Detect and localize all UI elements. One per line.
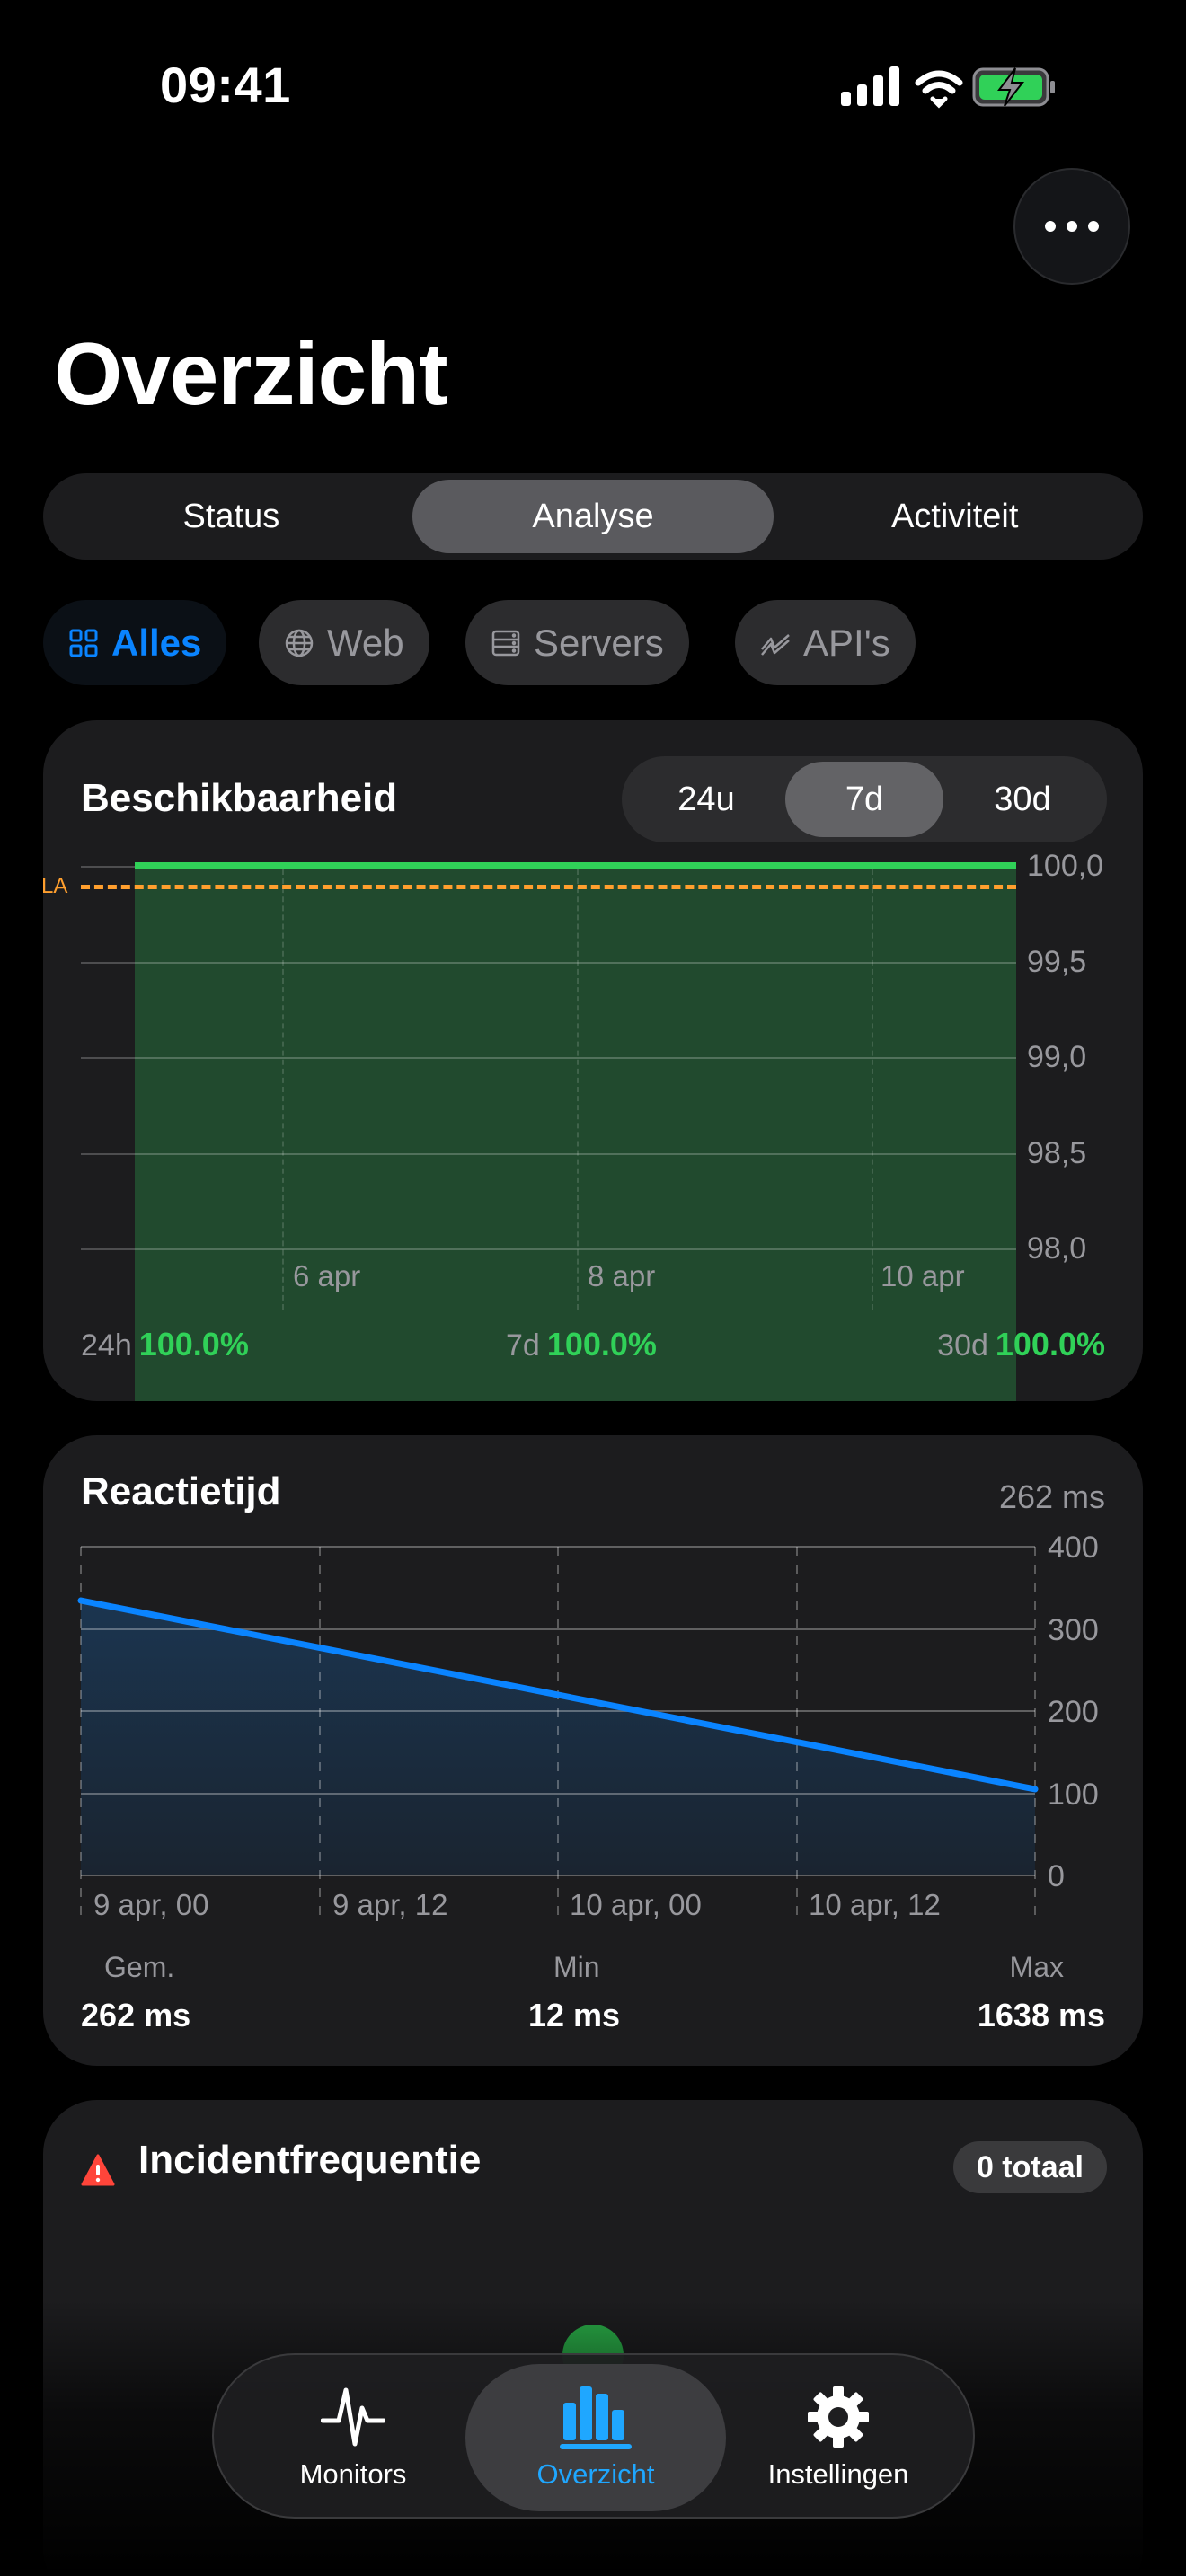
tab-label: Monitors (299, 2458, 407, 2490)
response-title: Reactietijd (81, 1469, 281, 1513)
battery-charging-icon (972, 67, 1055, 107)
more-options-button[interactable] (1013, 168, 1130, 285)
gridline (872, 869, 873, 1310)
filter-chip-label: Servers (534, 621, 664, 664)
summary-label: 24h (81, 1328, 132, 1363)
status-time: 09:41 (160, 57, 291, 113)
summary-30d: 30d 100.0% (937, 1326, 1105, 1363)
tab-monitors[interactable]: Monitors (232, 2364, 474, 2511)
segment-analyse[interactable]: Analyse (412, 480, 774, 553)
y-tick: 100 (1048, 1778, 1099, 1812)
api-wave-icon (761, 633, 790, 656)
grid-icon (69, 629, 98, 657)
y-tick: 0 (1048, 1859, 1065, 1893)
tab-label: Instellingen (767, 2458, 909, 2490)
filter-chip-label: Alles (111, 621, 202, 664)
tab-instellingen[interactable]: Instellingen (717, 2364, 960, 2511)
y-tick: 300 (1048, 1613, 1099, 1647)
availability-title: Beschikbaarheid (81, 776, 398, 820)
stat-value: 12 ms (528, 1997, 621, 2033)
range-24u[interactable]: 24u (677, 780, 735, 818)
view-segmented-control: Status Analyse Activiteit (43, 473, 1143, 560)
summary-label: 30d (937, 1328, 988, 1363)
x-tick: 6 apr (293, 1259, 361, 1292)
y-tick: 99,0 (1027, 1040, 1087, 1074)
gridline (81, 1153, 1016, 1155)
stat-label: Gem. (104, 1951, 175, 1983)
filter-chip-label: API's (803, 621, 890, 664)
warning-triangle-icon (81, 2154, 115, 2186)
filter-chip-servers[interactable]: Servers (465, 600, 689, 685)
y-tick: 98,0 (1027, 1231, 1087, 1266)
range-segmented-control: 24u 7d 30d (622, 756, 1107, 842)
range-30d[interactable]: 30d (994, 780, 1051, 818)
x-tick: 10 apr (881, 1259, 965, 1292)
tab-bar: Monitors Overzicht (212, 2353, 975, 2519)
availability-card: Beschikbaarheid 24u 7d 30d LA 100,0 99,5… (43, 720, 1143, 1401)
x-tick: 9 apr, 12 (332, 1888, 448, 1921)
summary-24h: 24h 100.0% (81, 1326, 249, 1363)
x-tick: 8 apr (588, 1259, 656, 1292)
summary-label: 7d (506, 1328, 540, 1363)
page-title: Overzicht (54, 324, 448, 423)
gear-icon (808, 2386, 869, 2448)
y-tick: 99,5 (1027, 945, 1087, 979)
y-tick: 100,0 (1027, 849, 1104, 883)
y-tick: 400 (1048, 1531, 1099, 1565)
availability-line (135, 862, 1016, 869)
x-tick: 9 apr, 00 (93, 1888, 209, 1921)
ellipsis-icon (1045, 221, 1056, 232)
sla-line (81, 885, 1016, 889)
ellipsis-dot (1067, 221, 1077, 232)
filter-chip-label: Web (327, 621, 404, 664)
sla-label: LA (43, 874, 68, 898)
filter-chip-web[interactable]: Web (259, 600, 429, 685)
stat-value: 262 ms (81, 1997, 191, 2033)
incident-title: Incidentfrequentie (138, 2138, 482, 2182)
x-tick: 10 apr, 12 (809, 1888, 941, 1921)
gridline (81, 1248, 1016, 1250)
stat-max: Max 1638 ms (907, 1951, 1105, 2034)
stat-min: Min 12 ms (528, 1951, 708, 2034)
gridline (282, 869, 284, 1310)
tab-label: Overzicht (536, 2458, 655, 2490)
globe-icon (285, 629, 314, 657)
response-time-chart (77, 1546, 1039, 1919)
response-current-value: 262 ms (998, 1478, 1105, 1515)
wifi-icon (915, 70, 963, 109)
range-7d[interactable]: 7d (785, 762, 943, 837)
tab-overzicht[interactable]: Overzicht (465, 2364, 726, 2511)
response-time-card: Reactietijd 262 ms 400 300 200 100 0 (43, 1435, 1143, 2066)
cellular-signal-icon (841, 66, 899, 106)
filter-chip-apis[interactable]: API's (735, 600, 916, 685)
stat-average: Gem. 262 ms (81, 1951, 261, 2034)
segment-activiteit[interactable]: Activiteit (890, 497, 1019, 535)
bar-chart-icon (560, 2386, 632, 2449)
status-icons (839, 65, 1082, 110)
gridline (81, 1057, 1016, 1059)
summary-value: 100.0% (546, 1326, 657, 1363)
gridline (577, 869, 579, 1310)
summary-value: 100.0% (138, 1326, 249, 1363)
gridline (81, 962, 1016, 964)
ellipsis-dot (1088, 221, 1099, 232)
y-tick: 200 (1048, 1695, 1099, 1729)
incident-total-badge: 0 totaal (952, 2141, 1107, 2193)
filter-chip-alles[interactable]: Alles (43, 600, 227, 685)
availability-area (135, 864, 1016, 1401)
y-tick: 98,5 (1027, 1136, 1087, 1170)
segment-status[interactable]: Status (182, 497, 280, 535)
summary-value: 100.0% (995, 1326, 1105, 1363)
summary-7d: 7d 100.0% (506, 1326, 657, 1363)
stat-value: 1638 ms (977, 1997, 1105, 2033)
stat-label: Min (553, 1951, 600, 1983)
server-icon (491, 630, 520, 656)
waveform-pulse-icon (321, 2387, 385, 2447)
x-tick: 10 apr, 00 (570, 1888, 702, 1921)
stat-label: Max (1009, 1951, 1064, 1983)
